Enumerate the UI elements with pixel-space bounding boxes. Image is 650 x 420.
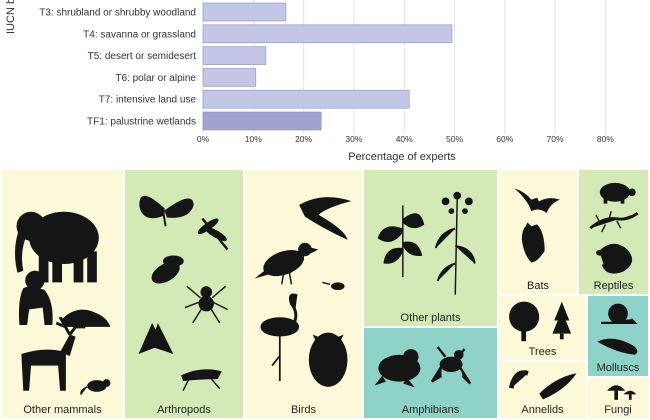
plants-silhouettes <box>377 191 476 295</box>
pangolin-icon <box>62 309 111 327</box>
x-tick-label: 10% <box>245 134 262 144</box>
tile-trees: Trees <box>497 294 588 362</box>
flowering-plant-icon <box>434 191 476 295</box>
tile-other-mammals: Other mammals <box>0 168 125 420</box>
category-label: T7: intensive land use <box>99 95 197 106</box>
tile-molluscs: Molluscs <box>586 294 650 378</box>
worm-icon <box>508 370 529 389</box>
x-tick-label: 30% <box>345 134 362 144</box>
tile-label: Arthropods <box>157 404 211 416</box>
hummingbird-icon <box>322 281 345 291</box>
crow-icon <box>254 242 319 285</box>
tile-amphibians: Amphibians <box>362 326 499 420</box>
grasshopper-icon <box>181 369 222 392</box>
plant-icon <box>377 205 425 278</box>
reptiles-silhouettes <box>589 182 639 274</box>
rodent-icon <box>80 379 111 395</box>
tile-fungi: Fungi <box>586 376 650 420</box>
tile-birds: Birds <box>243 168 364 420</box>
bee-icon <box>151 255 184 284</box>
tile-label: Trees <box>528 346 557 358</box>
x-tick-label: 50% <box>446 134 463 144</box>
molluscs-silhouettes <box>597 303 638 355</box>
bats-silhouettes <box>514 188 560 263</box>
trees-silhouettes <box>509 301 572 342</box>
mammals-silhouettes <box>14 211 111 395</box>
tile-other-plants: Other plants <box>362 168 499 328</box>
category-label: T4: savanna or grassland <box>83 29 196 40</box>
tile-label: Reptiles <box>593 280 634 292</box>
bar <box>202 89 410 109</box>
elephant-icon <box>14 211 99 283</box>
hanging-bat-icon <box>521 222 545 263</box>
spider-icon <box>184 285 228 324</box>
x-tick-label: 80% <box>597 134 614 144</box>
tree-icon <box>509 301 540 342</box>
tile-label: Bats <box>526 280 549 292</box>
category-label: TF1: palustrine wetlands <box>87 117 196 128</box>
amphibians-silhouettes <box>374 346 472 388</box>
toad-icon <box>374 349 421 388</box>
x-axis-label: Percentage of experts <box>348 151 456 163</box>
slug-icon <box>597 338 638 355</box>
snail-icon <box>601 303 638 325</box>
turtle-icon <box>599 182 636 204</box>
tile-label: Other plants <box>400 312 461 324</box>
category-label: T6: polar or alpine <box>115 73 196 84</box>
x-tick-label: 70% <box>547 134 564 144</box>
bar <box>202 68 257 87</box>
snake-icon <box>596 243 633 274</box>
dragonfly-icon <box>197 217 229 251</box>
tile-label: Other mammals <box>23 404 102 416</box>
flamingo-icon <box>260 293 300 382</box>
x-tick-label: 0% <box>197 134 210 144</box>
bar <box>202 46 267 65</box>
birds-silhouettes <box>254 197 352 387</box>
lizard-icon <box>589 211 639 233</box>
horizontal-bar-chart: T3: shrubland or shrubby woodland T4: sav… <box>5 0 614 163</box>
taxa-treemap: Other mammals <box>0 168 650 420</box>
owl-icon <box>308 332 348 387</box>
fungi-silhouettes <box>607 385 637 400</box>
mushroom-icon <box>607 385 637 400</box>
tile-label: Molluscs <box>596 362 640 374</box>
tile-reptiles: Reptiles <box>577 168 650 296</box>
leech-icon <box>539 373 577 400</box>
tile-annelids: Annelids <box>497 360 588 420</box>
category-labels: T3: shrubland or shrubby woodland T4: sav… <box>39 8 196 128</box>
arthropods-silhouettes <box>138 195 229 392</box>
x-tick-label: 40% <box>396 134 413 144</box>
bar <box>202 2 287 22</box>
gridlines <box>202 0 606 134</box>
swift-icon <box>299 197 352 240</box>
tile-label: Birds <box>290 404 317 416</box>
tile-label: Annelids <box>521 404 564 416</box>
flying-bat-icon <box>514 188 560 213</box>
frog-icon <box>430 346 472 385</box>
tile-bats: Bats <box>497 168 579 296</box>
annelids-silhouettes <box>508 370 577 400</box>
butterfly-icon <box>139 195 194 227</box>
bar <box>202 111 322 131</box>
conifer-icon <box>552 301 572 340</box>
bar <box>202 24 453 44</box>
moth-icon <box>138 323 174 354</box>
x-tick-label: 20% <box>295 134 312 144</box>
category-label: T5: desert or semidesert <box>88 51 197 62</box>
x-tick-labels: 0% 10% 20% 30% 40% 50% 60% 70% 80% <box>197 134 614 144</box>
tile-arthropods: Arthropods <box>123 168 245 420</box>
bars <box>202 2 453 131</box>
y-axis-label: IUCN bio <box>5 0 17 34</box>
gorilla-icon <box>18 270 53 325</box>
tile-label: Amphibians <box>401 404 460 416</box>
tile-label: Fungi <box>604 404 632 416</box>
x-tick-label: 60% <box>496 134 513 144</box>
deer-icon <box>21 316 86 391</box>
category-label: T3: shrubland or shrubby woodland <box>39 8 196 19</box>
